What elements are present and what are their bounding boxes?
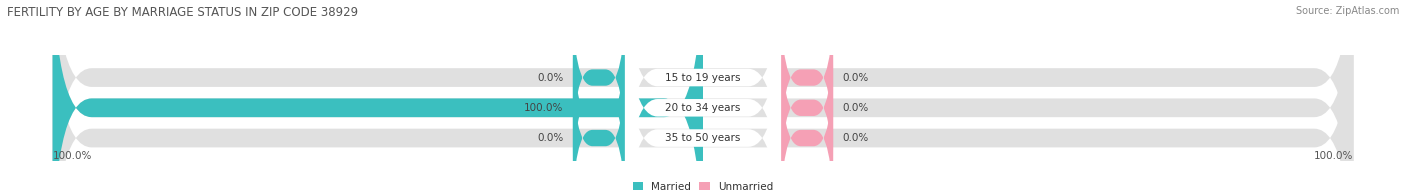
Text: FERTILITY BY AGE BY MARRIAGE STATUS IN ZIP CODE 38929: FERTILITY BY AGE BY MARRIAGE STATUS IN Z… (7, 6, 359, 19)
FancyBboxPatch shape (572, 25, 624, 190)
FancyBboxPatch shape (624, 0, 782, 196)
Text: 0.0%: 0.0% (842, 103, 869, 113)
FancyBboxPatch shape (52, 0, 1354, 196)
Text: 0.0%: 0.0% (842, 73, 869, 83)
FancyBboxPatch shape (52, 0, 1354, 196)
Legend: Married, Unmarried: Married, Unmarried (628, 177, 778, 196)
Text: 100.0%: 100.0% (524, 103, 564, 113)
FancyBboxPatch shape (624, 0, 782, 196)
FancyBboxPatch shape (52, 0, 703, 196)
FancyBboxPatch shape (782, 25, 834, 190)
Text: 20 to 34 years: 20 to 34 years (665, 103, 741, 113)
Text: Source: ZipAtlas.com: Source: ZipAtlas.com (1295, 6, 1399, 16)
Text: 0.0%: 0.0% (537, 133, 564, 143)
Text: 0.0%: 0.0% (842, 133, 869, 143)
FancyBboxPatch shape (782, 55, 834, 196)
Text: 35 to 50 years: 35 to 50 years (665, 133, 741, 143)
FancyBboxPatch shape (624, 0, 782, 196)
FancyBboxPatch shape (572, 55, 624, 196)
FancyBboxPatch shape (782, 0, 834, 160)
FancyBboxPatch shape (52, 0, 1354, 196)
Text: 100.0%: 100.0% (52, 151, 91, 161)
Text: 15 to 19 years: 15 to 19 years (665, 73, 741, 83)
Text: 0.0%: 0.0% (537, 73, 564, 83)
Text: 100.0%: 100.0% (1315, 151, 1354, 161)
FancyBboxPatch shape (572, 0, 624, 160)
